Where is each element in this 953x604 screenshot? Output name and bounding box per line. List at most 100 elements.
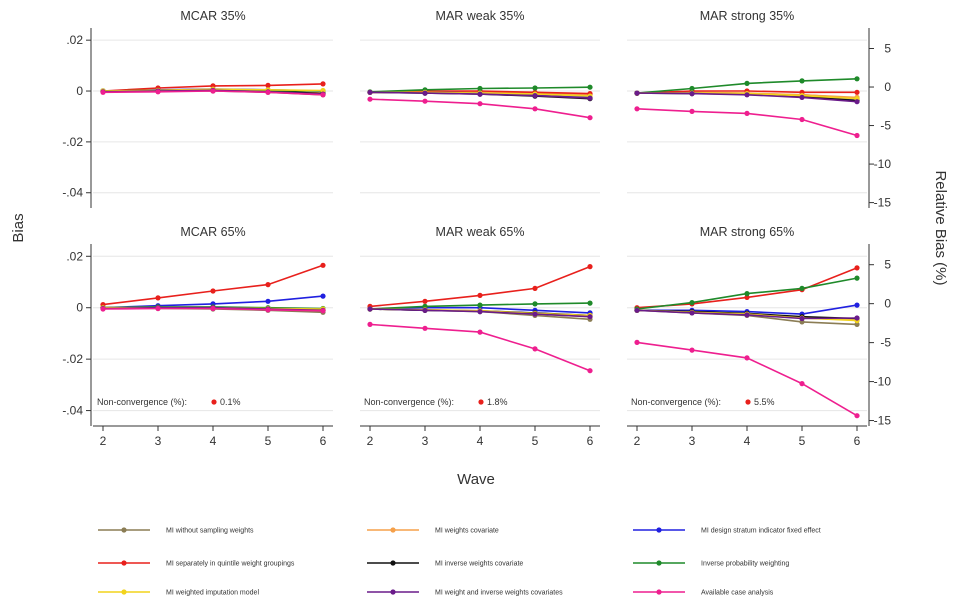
data-point — [744, 80, 750, 86]
x-tick-label: 6 — [320, 434, 327, 448]
right-tick-label: -5 — [880, 119, 891, 133]
legend-marker — [390, 560, 396, 566]
data-point — [689, 310, 695, 316]
legend-marker — [390, 589, 396, 595]
panel-1: MCAR 35% — [93, 9, 333, 194]
panel-3: MAR strong 35% — [627, 9, 867, 194]
right-tick-label: 5 — [884, 258, 891, 272]
x-tick-label: 4 — [744, 434, 751, 448]
nonconvergence-value: 0.1% — [220, 397, 241, 407]
legend-label: Available case analysis — [701, 590, 774, 597]
data-point — [532, 301, 538, 307]
legend-item: MI design stratum indicator fixed effect — [633, 527, 821, 535]
x-tick-label: 5 — [532, 434, 539, 448]
nonconvergence-label: Non-convergence (%): — [631, 397, 721, 407]
data-point — [587, 314, 593, 320]
data-point — [477, 101, 483, 107]
data-point — [634, 307, 640, 313]
data-point — [744, 294, 750, 300]
data-point — [689, 347, 695, 353]
panel-6: MAR strong 65% Non-convergence (%): 5.5% 2 3… — [627, 225, 867, 448]
data-point — [744, 312, 750, 318]
legend-label: MI weight and inverse weights covariates — [435, 590, 563, 597]
x-axis-title: Wave — [457, 471, 495, 488]
data-point — [100, 306, 106, 312]
data-point — [100, 89, 106, 95]
panel-title: MAR strong 65% — [700, 225, 794, 239]
data-point — [265, 282, 271, 288]
data-point — [689, 300, 695, 306]
data-point — [587, 95, 593, 101]
legend-label: MI design stratum indicator fixed effect — [701, 528, 821, 535]
legend-label: MI weighted imputation model — [166, 590, 259, 597]
panel-4: MCAR 65% Non-convergence (%): 0.1% 2 3 4 5 6 — [93, 225, 333, 448]
data-point — [477, 309, 483, 315]
legend-label: MI weights covariate — [435, 528, 499, 535]
legend-label: MI without sampling weights — [166, 528, 254, 535]
data-point — [532, 346, 538, 352]
data-point — [744, 355, 750, 361]
data-point — [477, 329, 483, 335]
x-tick-label: 5 — [799, 434, 806, 448]
panel-title: MAR weak 65% — [436, 225, 525, 239]
y-tick-label: .02 — [66, 33, 83, 47]
data-point — [320, 87, 326, 94]
nonconvergence-label: Non-convergence (%): — [97, 397, 187, 407]
legend-marker — [121, 527, 127, 533]
right-tick-label: -15 — [874, 196, 892, 210]
data-point — [854, 413, 860, 419]
data-point — [744, 110, 750, 116]
x-tick-label: 2 — [100, 434, 107, 448]
data-point — [532, 93, 538, 99]
data-point — [477, 85, 483, 92]
x-tick-label: 6 — [587, 434, 594, 448]
data-point — [422, 325, 428, 331]
data-point — [265, 307, 271, 313]
y-tick-label: -.02 — [62, 135, 83, 149]
y-axis-title: Bias — [10, 213, 27, 242]
legend-label: MI inverse weights covariate — [435, 561, 523, 568]
series-line — [369, 265, 591, 308]
data-point — [634, 106, 640, 112]
data-point — [854, 132, 860, 139]
data-point — [422, 90, 428, 96]
data-point — [854, 76, 860, 82]
nonconvergence-label: Non-convergence (%): — [364, 397, 454, 407]
nonconvergence-marker — [211, 399, 217, 405]
nonconvergence-marker — [745, 399, 751, 405]
legend-item: MI separately in quintile weight groupin… — [98, 560, 295, 568]
data-point — [422, 298, 428, 304]
legend-item: MI weighted imputation model — [98, 589, 259, 597]
data-point — [799, 78, 805, 84]
right-tick-label: -10 — [874, 375, 892, 389]
data-point — [587, 115, 593, 121]
right-tick-label: -5 — [880, 336, 891, 350]
legend-marker — [656, 560, 662, 566]
legend-marker — [390, 527, 396, 533]
data-point — [210, 288, 216, 294]
data-point — [799, 116, 805, 123]
panel-2: MAR weak 35% — [360, 9, 600, 194]
legend-marker — [656, 589, 662, 595]
legend-label: MI separately in quintile weight groupin… — [166, 561, 295, 568]
data-point — [477, 91, 483, 97]
data-point — [799, 94, 805, 100]
x-tick-label: 6 — [854, 434, 861, 448]
data-point — [854, 315, 860, 321]
data-point — [477, 292, 483, 298]
data-point — [587, 84, 593, 90]
axes: .02 0 -.02 -.04 5 0 -5 -10 -15 .02 0 -.02 -.04 5 0 -5 -1… — [10, 28, 949, 488]
data-point — [265, 89, 271, 95]
series-line — [636, 267, 858, 309]
data-point — [320, 262, 326, 268]
legend: MI without sampling weights MI weights co… — [98, 527, 821, 597]
panels: MCAR 35% MAR weak 35% MAR strong 35% MCAR 6… — [93, 9, 867, 448]
data-point — [799, 381, 805, 387]
data-point — [799, 285, 805, 291]
data-point — [320, 92, 326, 98]
right-tick-label: -15 — [874, 414, 892, 428]
data-point — [689, 91, 695, 97]
data-point — [532, 106, 538, 112]
data-point — [744, 92, 750, 98]
